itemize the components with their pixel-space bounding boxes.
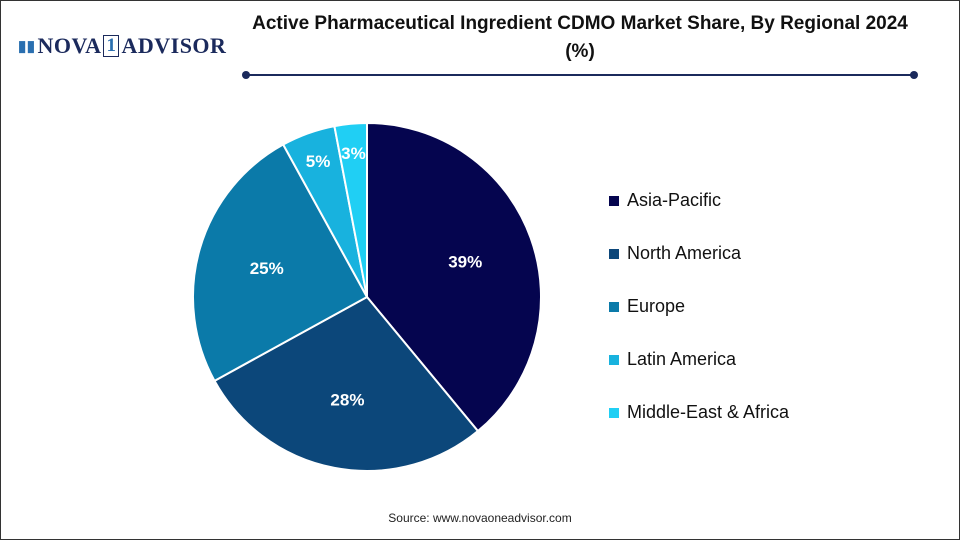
legend-label: Europe <box>627 296 686 316</box>
logo-bars-icon: ▮▮ <box>18 38 36 55</box>
legend-item: Latin America <box>609 333 789 386</box>
pie-slice-europe <box>192 143 369 383</box>
logo: ▮▮ NOVA 1 ADVISOR <box>18 33 226 59</box>
divider-dot <box>242 71 250 79</box>
legend-label: Latin America <box>627 349 737 369</box>
data-label: 5% <box>306 152 331 171</box>
pie-slice-asia-pacific <box>366 121 542 433</box>
legend: Asia-Pacific North America Europe Latin Ame… <box>609 174 789 439</box>
logo-text: NOVA <box>37 33 102 58</box>
legend-swatch <box>609 301 619 312</box>
legend-swatch <box>609 407 619 418</box>
data-label: 39% <box>448 253 482 272</box>
data-label: 25% <box>250 259 284 278</box>
chart-title: Active Pharmaceutical Ingredient CDMO Ma… <box>252 13 908 62</box>
data-label: 3% <box>341 144 366 163</box>
legend-label: North America <box>627 243 742 263</box>
pie-slice-north-america <box>213 295 480 472</box>
legend-label: Asia-Pacific <box>627 190 722 210</box>
legend-label: Middle-East & Africa <box>627 402 790 422</box>
legend-item: Europe <box>609 280 789 333</box>
legend-item: North America <box>609 227 789 280</box>
pie-slice-middle-east-africa <box>333 121 368 298</box>
data-label: 28% <box>330 391 364 410</box>
legend-item: Asia-Pacific <box>609 174 789 227</box>
logo-text: ADVISOR <box>121 33 227 58</box>
legend-swatch <box>609 195 619 206</box>
source-note: Source: www.novaoneadvisor.com <box>388 511 572 525</box>
legend-item: Middle-East & Africa <box>609 386 789 439</box>
title-divider <box>246 74 914 76</box>
legend-swatch <box>609 248 619 259</box>
legend-swatch <box>609 354 619 365</box>
logo-number: 1 <box>103 35 120 57</box>
divider-dot <box>910 71 918 79</box>
